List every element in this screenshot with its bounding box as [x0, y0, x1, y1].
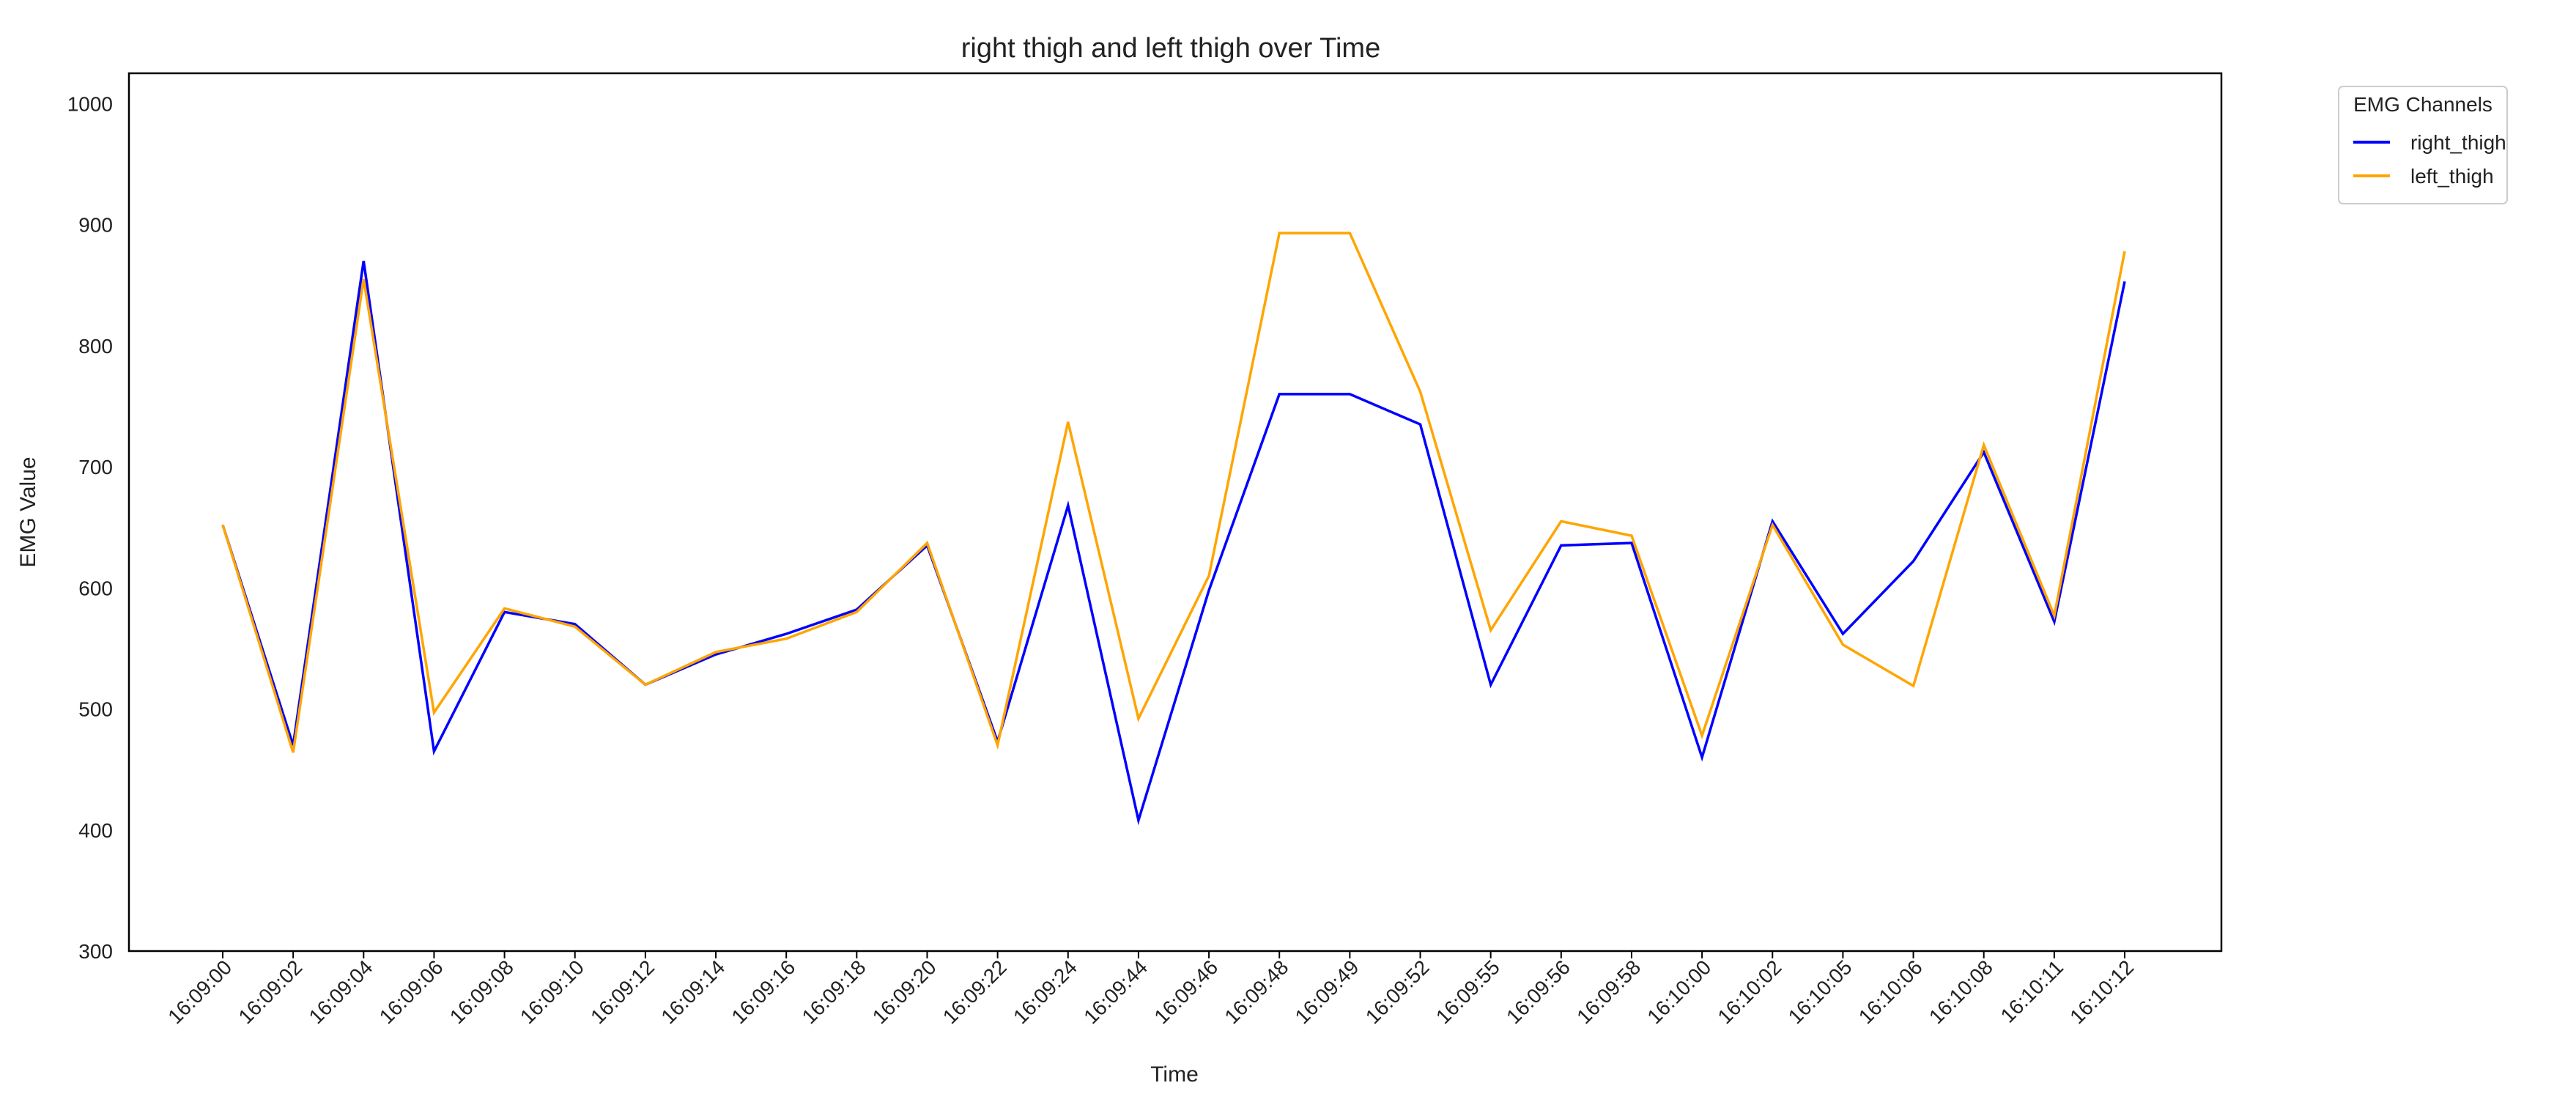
x-tick-label: 16:09:02: [234, 955, 306, 1028]
x-tick-label: 16:09:24: [1009, 955, 1081, 1028]
x-tick-label: 16:10:06: [1854, 955, 1927, 1028]
x-tick-label: 16:10:00: [1643, 955, 1715, 1028]
legend-title: EMG Channels: [2353, 93, 2492, 116]
x-tick-label: 16:09:55: [1432, 955, 1504, 1028]
legend: EMG Channels right_thigh left_thigh: [2338, 86, 2508, 204]
y-tick-label: 700: [78, 456, 113, 478]
plot-frame: [127, 72, 2223, 953]
y-tick-label: 1000: [67, 92, 113, 115]
x-axis-label: Time: [1150, 1062, 1199, 1087]
x-tick-label: 16:09:10: [516, 955, 588, 1028]
y-tick-label: 500: [78, 698, 113, 721]
y-axis-ticks: 300 400 500 600 700 800 900 1000: [67, 92, 113, 963]
x-tick-label: 16:09:00: [163, 955, 236, 1028]
x-tick-label: 16:09:20: [868, 955, 941, 1028]
chart-title: right thigh and left thigh over Time: [961, 33, 1380, 64]
legend-label-left_thigh: left_thigh: [2410, 165, 2494, 188]
x-tick-label: 16:09:44: [1079, 955, 1152, 1028]
x-tick-label: 16:09:12: [586, 955, 659, 1028]
x-tick-label: 16:09:14: [656, 955, 729, 1028]
legend-label-right_thigh: right_thigh: [2410, 131, 2506, 154]
x-tick-label: 16:09:58: [1572, 955, 1645, 1028]
y-tick-label: 400: [78, 819, 113, 842]
series-line-left_thigh: [221, 232, 2126, 753]
x-tick-label: 16:10:12: [2065, 955, 2138, 1028]
y-axis-label: EMG Value: [16, 456, 40, 567]
x-tick-label: 16:09:18: [798, 955, 870, 1028]
x-tick-label: 16:09:16: [727, 955, 799, 1028]
x-tick-label: 16:09:46: [1150, 955, 1222, 1028]
x-axis-ticks: 16:09:0016:09:0216:09:0416:09:0616:09:08…: [163, 951, 2138, 1028]
legend-entries: right_thigh left_thigh: [2353, 131, 2506, 188]
x-tick-label: 16:10:02: [1714, 955, 1786, 1028]
x-tick-label: 16:09:08: [445, 955, 518, 1028]
x-tick-label: 16:09:04: [305, 955, 377, 1028]
y-tick-label: 300: [78, 940, 113, 963]
x-tick-label: 16:09:56: [1502, 955, 1574, 1028]
x-tick-label: 16:09:52: [1361, 955, 1434, 1028]
x-tick-label: 16:09:48: [1220, 955, 1292, 1028]
x-tick-label: 16:09:22: [939, 955, 1011, 1028]
y-tick-label: 600: [78, 577, 113, 599]
x-tick-label: 16:10:05: [1784, 955, 1857, 1028]
x-tick-label: 16:09:06: [375, 955, 448, 1028]
y-tick-label: 900: [78, 214, 113, 237]
x-tick-label: 16:10:11: [1996, 955, 2068, 1027]
series-layer: [221, 232, 2126, 826]
x-tick-label: 16:10:08: [1925, 955, 1997, 1028]
x-tick-label: 16:09:49: [1291, 955, 1363, 1028]
y-tick-label: 800: [78, 335, 113, 358]
